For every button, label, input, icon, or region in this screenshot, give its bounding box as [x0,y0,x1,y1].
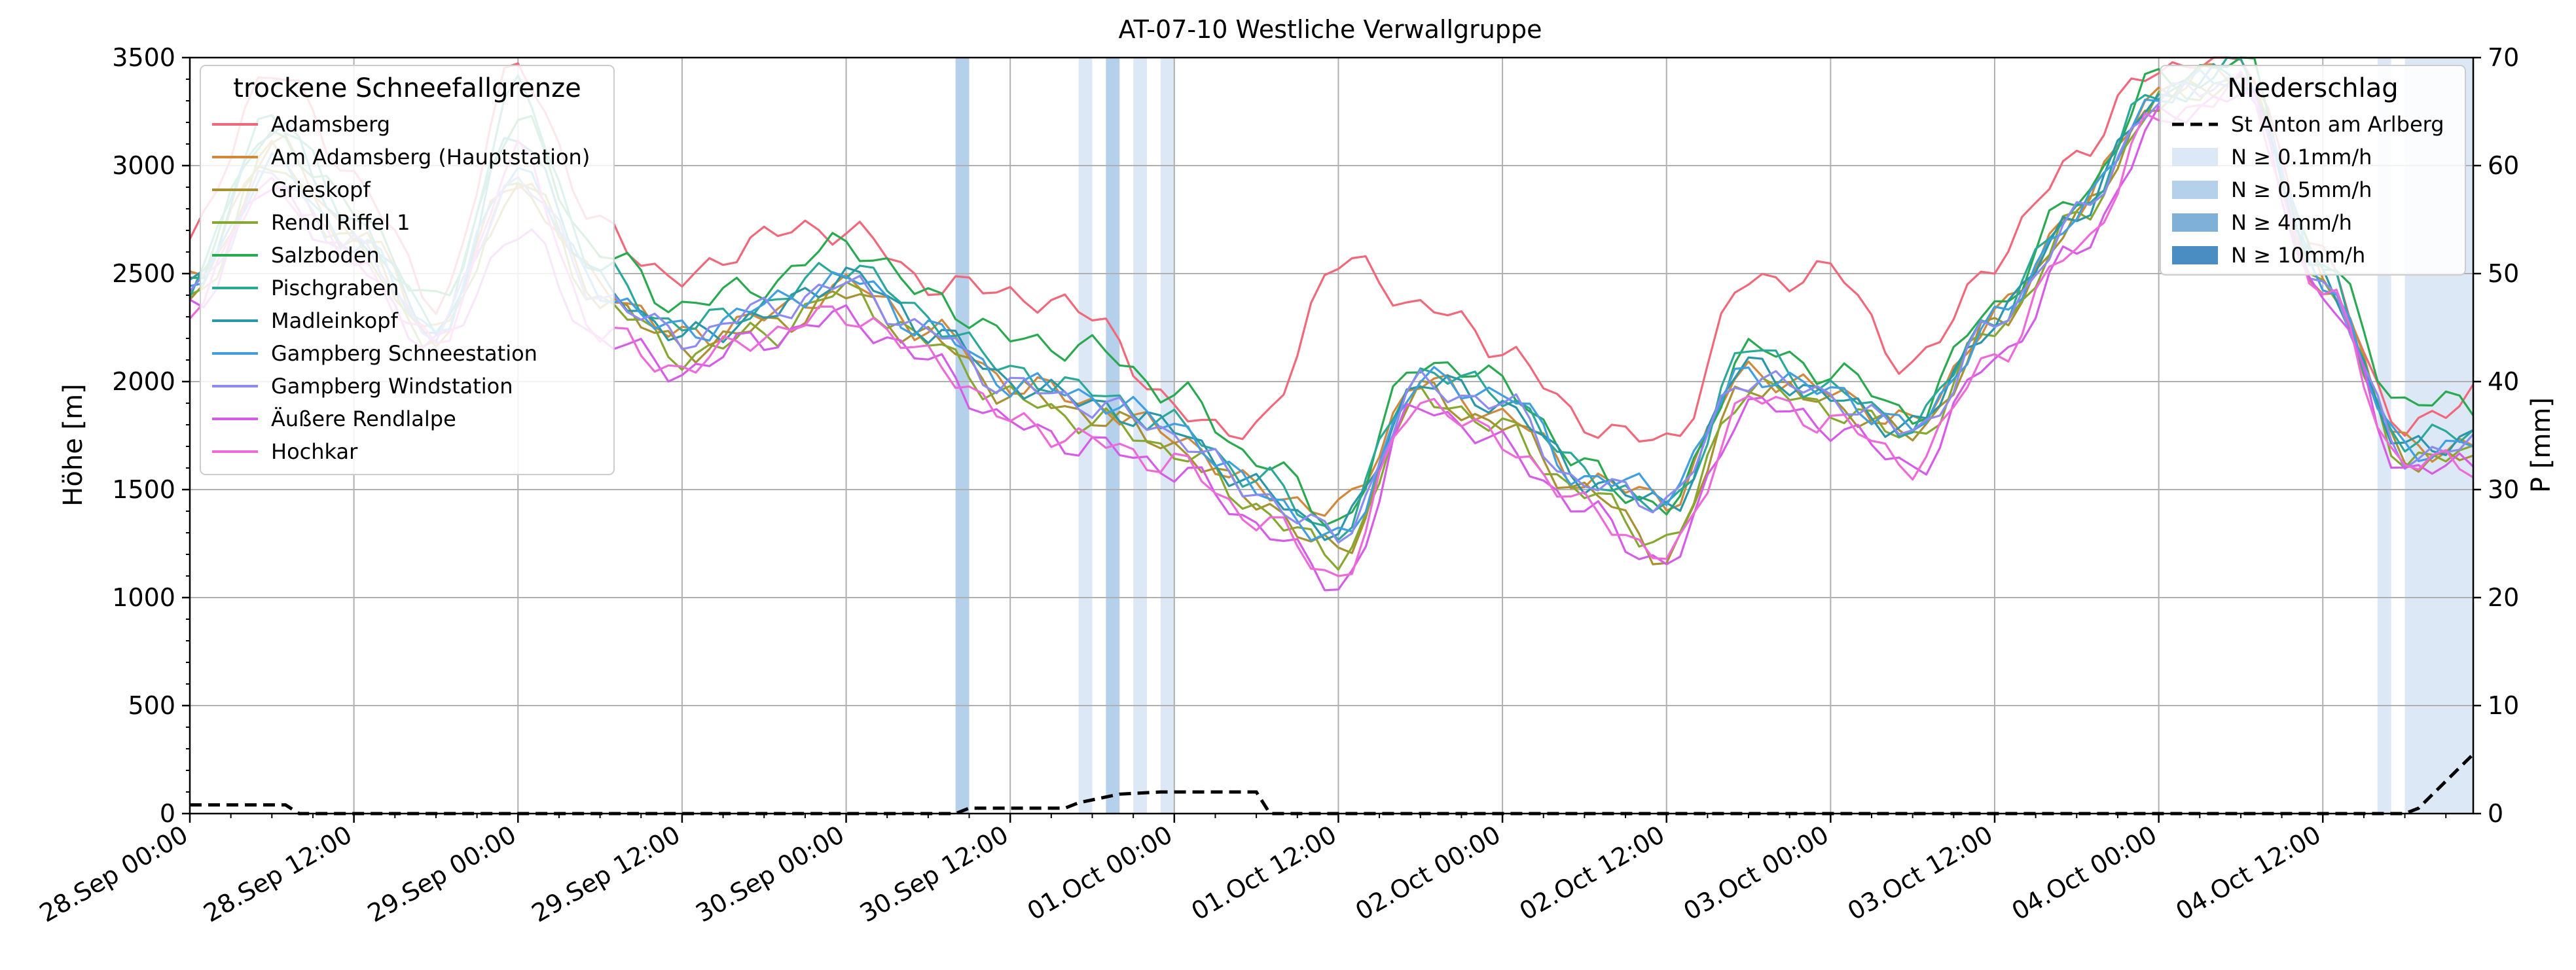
precip-band [1160,58,1174,814]
chart-title: AT-07-10 Westliche Verwallgruppe [1119,15,1542,44]
legend-snowline: trockene Schneefallgrenze Adamsberg Am Ada… [200,65,615,475]
y-tick-label-right: 60 [2488,151,2519,180]
legend-precip-box [2160,65,2466,276]
legend-snowline-entry: Gampberg Schneestation [271,341,537,366]
legend-snowline-entry: Hochkar [271,439,358,464]
legend-snowline-entry: Salzboden [271,243,380,268]
legend-precipitation: Niederschlag St Anton am Arlberg N ≥ 0.1mm… [2160,65,2466,276]
legend-snowline-entry: Adamsberg [271,112,390,137]
y-tick-label-left: 500 [128,691,175,720]
legend-snowline-entry: Äußere Rendlalpe [271,406,456,431]
legend-precip-band-swatch [2172,246,2218,264]
legend-snowline-entry: Rendl Riffel 1 [271,210,410,235]
y-tick-label-left: 1500 [112,475,175,504]
legend-precip-band-swatch [2172,213,2218,232]
y-tick-label-left: 0 [160,799,175,828]
y-tick-label-right: 40 [2488,367,2519,396]
legend-precip-line-label: St Anton am Arlberg [2231,112,2444,137]
y-tick-label-left: 3500 [112,43,175,72]
y-tick-label-left: 3000 [112,151,175,180]
legend-snowline-box [200,65,615,475]
y-tick-label-right: 30 [2488,475,2519,504]
y-tick-label-left: 2000 [112,367,175,396]
y-tick-label-right: 0 [2488,799,2503,828]
y-tick-label-right: 70 [2488,43,2519,72]
precip-band [1078,58,1093,814]
precip-band [1133,58,1148,814]
y-axis-label-left: Höhe [m] [58,384,88,506]
legend-precip-band-label: N ≥ 0.5mm/h [2231,177,2372,202]
legend-precip-title: Niederschlag [2227,73,2398,103]
legend-snowline-entry: Gampberg Windstation [271,374,513,399]
legend-precip-band-label: N ≥ 0.1mm/h [2231,145,2372,170]
legend-snowline-entry: Am Adamsberg (Hauptstation) [271,145,590,170]
precip-band [1106,58,1120,814]
plot-frame [189,56,2475,815]
y-tick-label-left: 1000 [112,583,175,612]
legend-precip-band-label: N ≥ 4mm/h [2231,210,2352,235]
y-tick-label-right: 10 [2488,691,2519,720]
legend-precip-band-swatch [2172,148,2218,166]
legend-precip-band-swatch [2172,181,2218,199]
legend-snowline-entry: Pischgraben [271,276,399,300]
legend-precip-band-label: N ≥ 10mm/h [2231,243,2365,268]
y-tick-label-right: 20 [2488,583,2519,612]
y-tick-label-right: 50 [2488,259,2519,288]
legend-snowline-entry: Grieskopf [271,177,371,202]
y-axis-label-right: P [mm] [2526,397,2556,493]
y-tick-label-left: 2500 [112,259,175,288]
legend-snowline-entry: Madleinkopf [271,308,399,333]
legend-snowline-title: trockene Schneefallgrenze [233,73,581,103]
precip-band [955,58,970,814]
